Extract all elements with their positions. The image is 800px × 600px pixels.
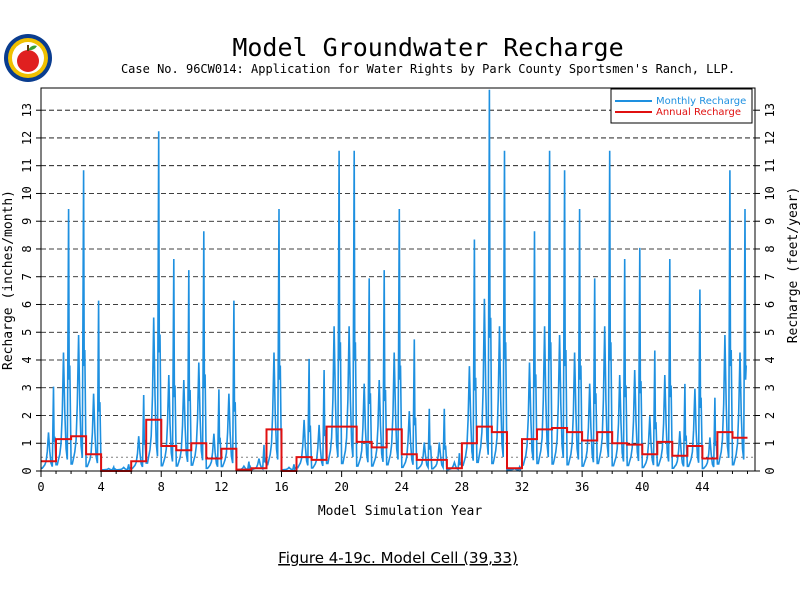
chart-title: Model Groundwater Recharge <box>232 33 623 62</box>
x-tick-label: 8 <box>158 480 165 494</box>
x-tick-label: 32 <box>515 480 529 494</box>
x-tick-label: 28 <box>455 480 469 494</box>
x-tick-label: 0 <box>37 480 44 494</box>
y-axis-left-label: Recharge (inches/month) <box>1 190 16 370</box>
plot-frame <box>40 87 756 472</box>
y-tick-label: 13 <box>763 103 777 117</box>
y-tick-label: 12 <box>20 131 34 145</box>
legend-annual-label: Annual Recharge <box>656 107 741 118</box>
y-tick-label: 7 <box>763 273 777 280</box>
legend: Monthly Recharge Annual Recharge <box>610 88 753 124</box>
y-tick-label: 1 <box>20 440 34 447</box>
legend-box <box>610 88 753 124</box>
y-tick-label: 0 <box>20 467 34 474</box>
y-tick-label: 11 <box>20 158 34 172</box>
y-tick-label: 6 <box>763 301 777 308</box>
x-axis: 0 4 8 12 16 20 24 28 32 36 40 44 <box>37 471 748 494</box>
y-tick-label: 3 <box>20 384 34 391</box>
annual-recharge-line <box>41 418 748 472</box>
x-tick-label: 20 <box>334 480 348 494</box>
x-axis-label: Model Simulation Year <box>318 504 483 519</box>
y-tick-label: 7 <box>20 273 34 280</box>
y-tick-label: 0 <box>763 467 777 474</box>
y-axis-right-label: Recharge (feet/year) <box>786 187 800 344</box>
annual-recharge-series <box>41 418 748 472</box>
chart-subtitle: Case No. 96CW014: Application for Water … <box>121 62 735 76</box>
y-tick-label: 5 <box>763 329 777 336</box>
y-tick-label: 13 <box>20 103 34 117</box>
y-tick-label: 5 <box>20 329 34 336</box>
x-tick-label: 36 <box>575 480 589 494</box>
y-tick-label: 4 <box>20 356 34 363</box>
y-tick-label: 4 <box>763 356 777 363</box>
y-tick-label: 6 <box>20 301 34 308</box>
y-tick-label: 3 <box>763 384 777 391</box>
y-tick-label: 2 <box>20 412 34 419</box>
y-tick-label: 9 <box>20 218 34 225</box>
x-tick-label: 44 <box>695 480 709 494</box>
legend-monthly-label: Monthly Recharge <box>656 96 746 107</box>
x-tick-label: 24 <box>395 480 409 494</box>
y-tick-label: 2 <box>763 412 777 419</box>
figure-caption: Figure 4-19c. Model Cell (39,33) <box>278 549 518 567</box>
x-tick-label: 4 <box>98 480 105 494</box>
monthly-recharge-line <box>41 89 747 473</box>
y-tick-label: 10 <box>20 186 34 200</box>
y-tick-label: 8 <box>20 245 34 252</box>
monthly-recharge-series <box>41 89 747 473</box>
y-tick-label: 8 <box>763 245 777 252</box>
y-tick-label: 10 <box>763 186 777 200</box>
x-tick-label: 12 <box>214 480 228 494</box>
sportsmen-ranch-logo <box>4 34 52 82</box>
y-tick-label: 11 <box>763 158 777 172</box>
x-tick-label: 40 <box>635 480 649 494</box>
y-tick-label: 9 <box>763 218 777 225</box>
x-tick-label: 16 <box>274 480 288 494</box>
y-tick-label: 12 <box>763 131 777 145</box>
y-tick-label: 1 <box>763 440 777 447</box>
